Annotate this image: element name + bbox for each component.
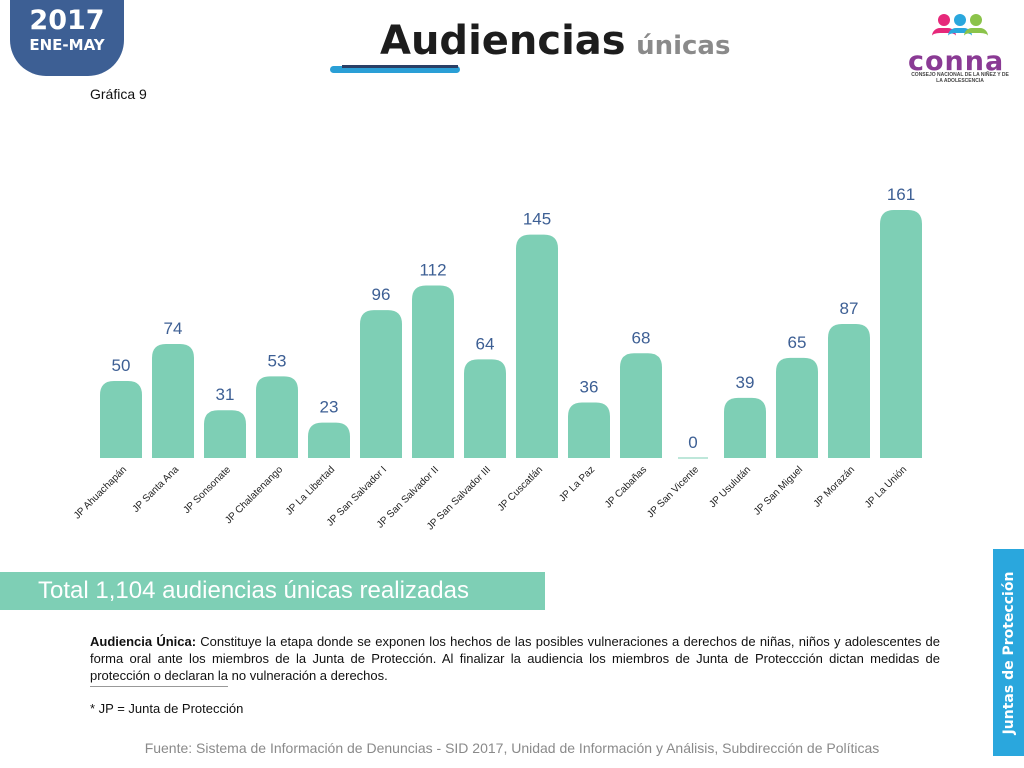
year-badge: 2017 ENE-MAY bbox=[10, 0, 124, 76]
category-label: JP San Miguel bbox=[752, 464, 805, 517]
category-label: JP La Paz bbox=[557, 464, 597, 504]
logo-figure-green bbox=[964, 14, 988, 48]
bar-3 bbox=[204, 410, 246, 458]
bar-value-label: 65 bbox=[788, 333, 807, 352]
bar-4 bbox=[256, 376, 298, 458]
badge-year: 2017 bbox=[29, 5, 105, 36]
category-label: JP Usulután bbox=[707, 464, 753, 510]
badge-period: ENE-MAY bbox=[29, 36, 105, 54]
bar-10 bbox=[568, 402, 610, 458]
category-label: JP Sonsonate bbox=[181, 464, 233, 516]
bar-6 bbox=[360, 310, 402, 458]
section-side-tab: Juntas de Protección bbox=[993, 549, 1024, 756]
bar-chart: 50 JP Ahuachapán 74 JP Santa Ana 31 JP Sonson… bbox=[0, 100, 1000, 545]
bar-value-label: 87 bbox=[840, 299, 859, 318]
bar-value-label: 145 bbox=[523, 210, 551, 229]
bar-1 bbox=[100, 380, 142, 458]
bar-value-label: 74 bbox=[164, 319, 183, 338]
definition-text: Audiencia Única: Constituye la etapa don… bbox=[90, 633, 940, 684]
category-label: JP Chalatenango bbox=[223, 464, 285, 526]
definition-term: Audiencia Única: bbox=[90, 634, 197, 649]
bar-8 bbox=[464, 359, 506, 458]
logo-figure-pink bbox=[932, 14, 956, 48]
page-title-sub: únicas bbox=[636, 31, 731, 61]
bar-value-label: 50 bbox=[112, 356, 131, 375]
category-label: JP San Vicente bbox=[645, 464, 701, 520]
bar-15 bbox=[828, 323, 870, 458]
bar-value-label: 23 bbox=[320, 398, 339, 417]
footnote-divider bbox=[90, 686, 228, 687]
bar-chart-svg: 50 JP Ahuachapán 74 JP Santa Ana 31 JP Sonson… bbox=[72, 185, 922, 533]
section-side-tab-label: Juntas de Protección bbox=[1000, 571, 1017, 734]
total-banner: Total 1,104 audiencias únicas realizadas bbox=[0, 572, 545, 610]
bar-16 bbox=[880, 210, 922, 458]
bar-2 bbox=[152, 344, 194, 458]
bar-5 bbox=[308, 422, 350, 458]
footnote: * JP = Junta de Protección bbox=[90, 701, 244, 716]
bar-value-label: 161 bbox=[887, 185, 915, 204]
bar-value-label: 64 bbox=[476, 334, 495, 353]
bar-7 bbox=[412, 285, 454, 458]
definition-body: Constituye la etapa donde se exponen los… bbox=[90, 634, 940, 683]
conna-logo: conna CONSEJO NACIONAL DE LA NIÑEZ Y DE … bbox=[906, 14, 1012, 86]
bar-value-label: 96 bbox=[372, 285, 391, 304]
title-underline bbox=[330, 66, 460, 73]
category-label: JP Cuscatlán bbox=[496, 464, 545, 513]
title-underline-accent bbox=[342, 65, 458, 68]
category-label: JP Santa Ana bbox=[131, 464, 182, 515]
category-label: JP La Libertad bbox=[284, 464, 337, 517]
bar-value-label: 36 bbox=[580, 378, 599, 397]
source-note: Fuente: Sistema de Información de Denunc… bbox=[144, 740, 880, 756]
category-label: JP Ahuachapán bbox=[72, 464, 129, 521]
category-label: JP Morazán bbox=[812, 464, 857, 509]
logo-figure-blue bbox=[948, 14, 972, 48]
bar-value-label: 53 bbox=[268, 351, 287, 370]
figure-number: Gráfica 9 bbox=[90, 86, 147, 102]
category-label: JP Cabañas bbox=[603, 464, 649, 510]
bar-11 bbox=[620, 353, 662, 458]
page-title-main: Audiencias bbox=[380, 18, 626, 64]
bar-value-label: 112 bbox=[419, 260, 446, 279]
bar-13 bbox=[724, 397, 766, 458]
logo-wordmark: conna bbox=[908, 46, 1005, 77]
logo-caption: CONSEJO NACIONAL DE LA NIÑEZ Y DE LA ADO… bbox=[911, 72, 1009, 84]
page-title: Audiencias únicas bbox=[380, 18, 730, 64]
bar-value-label: 31 bbox=[216, 385, 235, 404]
bar-14 bbox=[776, 357, 818, 458]
category-label: JP La Unión bbox=[863, 464, 909, 510]
bar-value-label: 0 bbox=[688, 433, 697, 452]
bar-9 bbox=[516, 234, 558, 458]
bar-value-label: 39 bbox=[736, 373, 755, 392]
bar-value-label: 68 bbox=[632, 328, 651, 347]
